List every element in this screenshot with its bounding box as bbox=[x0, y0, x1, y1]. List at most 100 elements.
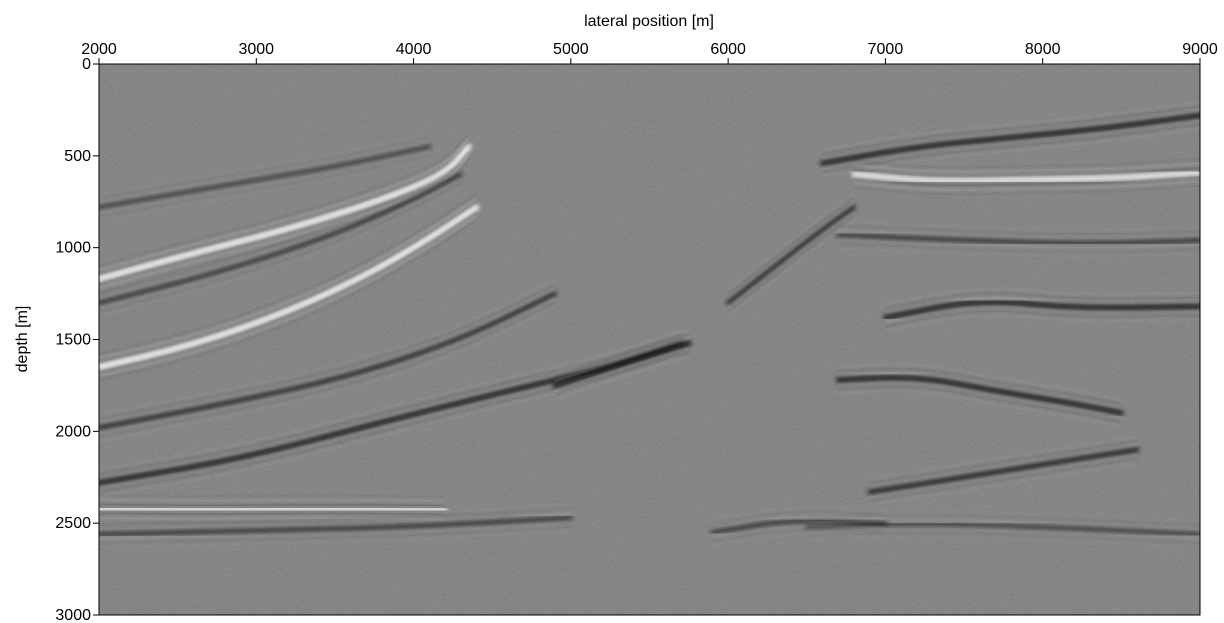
reflector-ringing bbox=[869, 444, 1138, 489]
reflector-ringing bbox=[99, 301, 556, 438]
reflector-ringing bbox=[885, 292, 1200, 310]
reflector-ringing bbox=[99, 279, 556, 415]
reflector-ringing bbox=[99, 136, 430, 199]
x-axis-label: lateral position [m] bbox=[584, 13, 714, 30]
reflector-ringing bbox=[838, 390, 1122, 428]
reflector-ringing bbox=[838, 225, 1200, 235]
reflector-ringing bbox=[99, 137, 470, 271]
reflector-ringing bbox=[99, 178, 462, 308]
reflector bbox=[99, 144, 432, 210]
reflector bbox=[725, 205, 857, 305]
reflector-ringing bbox=[838, 363, 1122, 401]
reflector-ringing bbox=[727, 197, 855, 295]
reflector-ringing bbox=[853, 180, 1200, 191]
reflector-ringing bbox=[838, 247, 1200, 258]
reflector-ringing bbox=[727, 211, 855, 308]
x-tick-label: 4000 bbox=[396, 41, 432, 58]
reflector bbox=[710, 518, 888, 535]
reflector-ringing bbox=[853, 176, 1200, 187]
reflector-ringing bbox=[99, 155, 470, 289]
reflector-ringing bbox=[99, 154, 430, 217]
reflector-ringing bbox=[99, 512, 571, 531]
reflector-ringing bbox=[99, 521, 571, 540]
reflector-ringing bbox=[869, 440, 1138, 484]
reflector-ringing bbox=[806, 536, 1200, 549]
reflector bbox=[867, 447, 1140, 495]
reflector-ringing bbox=[853, 162, 1200, 173]
reflector-ringing bbox=[99, 211, 477, 373]
reflector-ringing bbox=[99, 141, 470, 276]
reflector-ringing bbox=[99, 215, 477, 377]
x-tick-label: 6000 bbox=[710, 41, 746, 58]
reflector-ringing bbox=[554, 351, 690, 396]
reflector-ringing bbox=[727, 202, 855, 299]
reflector-ringing bbox=[99, 193, 477, 355]
reflector-ringing bbox=[869, 462, 1138, 507]
reflector-ringing bbox=[712, 524, 886, 538]
reflector bbox=[99, 291, 558, 430]
reflector-ringing bbox=[838, 243, 1200, 253]
x-tick-label: 2000 bbox=[81, 41, 117, 58]
reflector-ringing bbox=[99, 498, 446, 503]
reflector-ringing bbox=[99, 132, 470, 267]
x-tick-label: 5000 bbox=[553, 41, 589, 58]
reflector-ringing bbox=[712, 533, 886, 547]
reflector-ringing bbox=[822, 105, 1200, 155]
reflector-ringing bbox=[727, 215, 855, 313]
reflector-ringing bbox=[554, 356, 690, 400]
y-tick-label: 500 bbox=[64, 148, 91, 165]
reflector-ringing bbox=[99, 521, 446, 525]
reflector-ringing bbox=[838, 220, 1200, 231]
reflector-ringing bbox=[99, 329, 682, 470]
reflector-ringing bbox=[99, 132, 430, 195]
reflector bbox=[552, 340, 692, 389]
reflector-ringing bbox=[99, 159, 430, 222]
reflector-ringing bbox=[99, 197, 477, 359]
reflector-ringing bbox=[99, 288, 556, 424]
y-tick-label: 3000 bbox=[55, 607, 91, 623]
reflector bbox=[99, 505, 448, 514]
reflector-ringing bbox=[99, 164, 462, 295]
reflector-ringing bbox=[838, 372, 1122, 410]
reflector-ringing bbox=[838, 238, 1200, 249]
reflector-layer bbox=[99, 101, 1200, 549]
reflector-ringing bbox=[99, 297, 556, 433]
reflector bbox=[819, 112, 1200, 166]
reflector-ringing bbox=[99, 503, 446, 507]
reflector-ringing bbox=[99, 150, 430, 213]
y-tick-label: 1000 bbox=[55, 240, 91, 257]
reflector-ringing bbox=[853, 185, 1200, 196]
reflector-ringing bbox=[885, 314, 1200, 332]
plot-area bbox=[98, 63, 1201, 616]
reflector-ringing bbox=[822, 101, 1200, 151]
reflector-ringing bbox=[885, 305, 1200, 323]
reflector-ringing bbox=[99, 530, 571, 549]
reflector-ringing bbox=[99, 503, 571, 522]
reflector-ringing bbox=[99, 150, 470, 285]
reflector-ringing bbox=[853, 158, 1200, 169]
reflector bbox=[99, 172, 463, 305]
reflector-ringing bbox=[822, 110, 1200, 160]
reflector bbox=[99, 515, 573, 537]
reflector bbox=[851, 169, 1200, 184]
reflector-ringing bbox=[99, 516, 446, 521]
reflector-ringing bbox=[99, 202, 477, 364]
y-tick-label: 0 bbox=[82, 56, 91, 73]
reflector-ringing bbox=[99, 182, 462, 313]
x-axis: 2000 3000 4000 5000 6000 7000 8000 9000 bbox=[81, 41, 1218, 64]
reflector bbox=[836, 232, 1200, 246]
reflector-ringing bbox=[885, 310, 1200, 328]
y-tick-label: 2000 bbox=[55, 423, 91, 440]
reflector-ringing bbox=[99, 160, 462, 290]
reflector bbox=[882, 299, 1200, 321]
reflector-ringing bbox=[99, 525, 571, 544]
reflector-ringing bbox=[838, 381, 1122, 419]
reflector-ringing bbox=[99, 283, 556, 420]
x-tick-label: 7000 bbox=[868, 41, 904, 58]
reflector-ringing bbox=[712, 511, 886, 525]
reflector-ringing bbox=[853, 167, 1200, 178]
reflector-ringing bbox=[885, 296, 1200, 314]
x-tick-label: 3000 bbox=[238, 41, 274, 58]
y-axis: 0 500 1000 1500 2000 2500 3000 bbox=[55, 56, 99, 623]
